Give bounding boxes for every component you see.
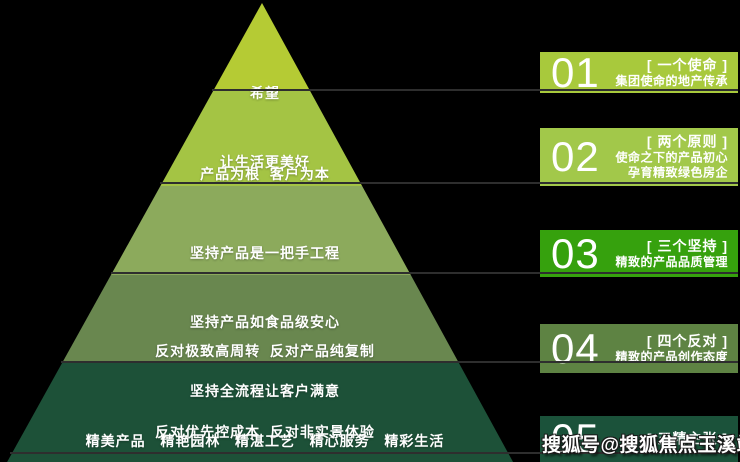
level-2-line-1: 产品为根 客户为本: [200, 166, 330, 182]
card-02-title: [ 两个原则 ]: [646, 133, 728, 150]
card-03: 03 [ 三个坚持 ] 精致的产品品质管理: [540, 230, 738, 277]
card-04-text: [ 四个反对 ] 精致的产品创作态度: [615, 333, 728, 365]
card-01-text: [ 一个使命 ] 集团使命的地产传承: [615, 57, 728, 89]
pyramid-level-5-text: 精美产品 精艳园林 精湛工艺 精心服务 精彩生活: [0, 401, 524, 462]
card-01-number: 01: [551, 48, 600, 96]
connector-line-5: [10, 452, 738, 454]
pyramid-level-4-text: 反对极致高周转 反对产品纯复制 反对优先控成本 反对非实景体验: [0, 284, 524, 462]
card-04: 04 [ 四个反对 ] 精致的产品创作态度: [540, 324, 738, 373]
level-1-line-2: 让生活更美好: [220, 154, 310, 170]
card-03-text: [ 三个坚持 ] 精致的产品品质管理: [615, 238, 728, 270]
card-04-number: 04: [551, 324, 600, 372]
level-3-line-1: 坚持产品是一把手工程: [190, 245, 340, 261]
card-04-title: [ 四个反对 ]: [646, 332, 728, 349]
card-02-subtitle-1: 使命之下的产品初心: [615, 150, 728, 165]
card-03-number: 03: [551, 229, 600, 277]
pyramid: 希望 让生活更美好 产品为根 客户为本 坚持产品是一把手工程 坚持产品如食品级安…: [0, 3, 524, 462]
card-02-number: 02: [551, 133, 600, 180]
connector-line-4: [61, 361, 738, 363]
level-3-line-2: 坚持产品如食品级安心: [190, 314, 340, 330]
card-03-title: [ 三个坚持 ]: [646, 237, 728, 254]
pyramid-level-3-text: 坚持产品是一把手工程 坚持产品如食品级安心 坚持全流程让客户满意: [0, 196, 524, 449]
level-3-line-3: 坚持全流程让客户满意: [190, 383, 340, 399]
card-01-subtitle: 集团使命的地产传承: [615, 73, 728, 88]
card-05-title: [ 五精主张 ]: [646, 430, 728, 447]
connector-line-1: [212, 89, 738, 91]
level-1-line-1: 希望: [250, 85, 280, 101]
connector-line-3: [111, 272, 738, 274]
level-4-line-1: 反对极致高周转 反对产品纯复制: [155, 343, 375, 359]
card-01: 01 [ 一个使命 ] 集团使命的地产传承: [540, 48, 738, 96]
level-5-line-1: 精美产品 精艳园林 精湛工艺 精心服务 精彩生活: [85, 433, 445, 449]
card-02: 02 [ 两个原则 ] 使命之下的产品初心 孕育精致绿色房企: [540, 128, 738, 186]
card-04-subtitle: 精致的产品创作态度: [615, 349, 728, 364]
pyramid-level-5: [0, 363, 524, 462]
level-4-line-2: 反对优先控成本 反对非实景体验: [155, 424, 375, 440]
watermark: 搜狐号@搜狐焦点玉溪站: [542, 435, 740, 456]
card-01-title: [ 一个使命 ]: [646, 56, 728, 73]
card-02-subtitle-2: 孕育精致绿色房企: [627, 165, 728, 180]
card-05-text: [ 五精主张 ]: [647, 431, 728, 448]
card-02-text: [ 两个原则 ] 使命之下的产品初心 孕育精致绿色房企: [615, 134, 728, 181]
connector-line-2: [160, 182, 738, 184]
card-03-subtitle: 精致的产品品质管理: [615, 254, 728, 269]
pyramid-level-2-text: 产品为根 客户为本: [0, 134, 524, 214]
